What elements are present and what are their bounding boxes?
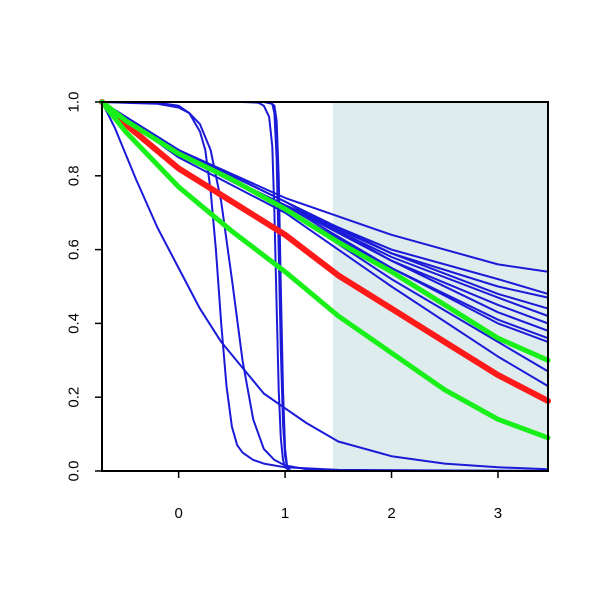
red-series-line-17 — [99, 99, 551, 404]
x-tick-label: 2 — [387, 505, 395, 522]
y-tick-label: 0.8 — [66, 165, 83, 186]
plot-frame — [101, 101, 549, 472]
blue-series-line-13 — [101, 101, 549, 472]
x-tick-label: 0 — [174, 505, 182, 522]
series-layer — [99, 99, 551, 472]
blue-series-line-16 — [101, 101, 549, 472]
green-series-line-19 — [99, 99, 551, 441]
y-tick-label: 0.6 — [66, 239, 83, 260]
x-tick-label: 3 — [494, 505, 502, 522]
axes-layer: 0 1 2 3 0.0 0.2 0.4 0.6 0.8 1.0 — [66, 92, 549, 522]
green-series-line-18 — [99, 99, 551, 363]
blue-series-line-6 — [101, 101, 549, 332]
y-tick-label: 0.0 — [66, 461, 83, 482]
y-tick-label: 0.4 — [66, 313, 83, 334]
shaded-region — [332, 102, 548, 471]
y-tick-label: 0.2 — [66, 387, 83, 408]
y-tick-label: 1.0 — [66, 92, 83, 113]
x-tick-label: 1 — [281, 505, 289, 522]
blue-series-line-11 — [101, 101, 549, 471]
blue-series-line-14 — [101, 101, 549, 472]
